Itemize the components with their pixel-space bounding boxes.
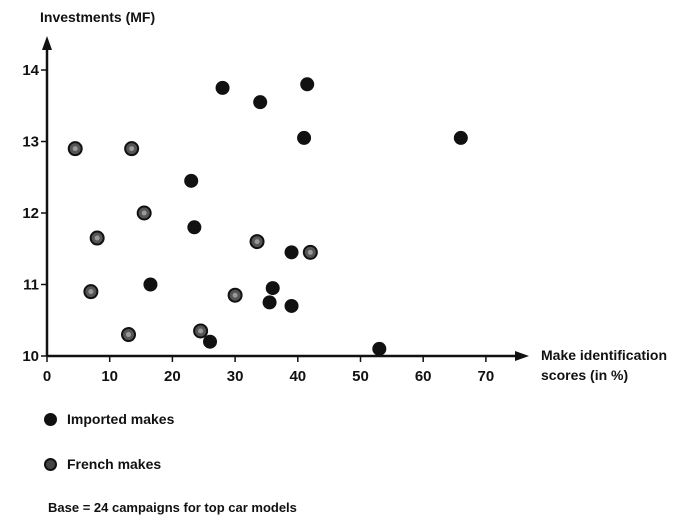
french-make-point [136, 205, 152, 221]
x-tick-label: 70 [478, 368, 495, 385]
legend-imported: Imported makes [44, 411, 174, 427]
y-axis-title: Investments (MF) [40, 9, 155, 25]
french-point-inner [72, 146, 78, 152]
french-point-inner [307, 249, 313, 255]
imported-make-point [284, 298, 299, 313]
imported-make-point [300, 77, 315, 92]
imported-make-point [284, 245, 299, 260]
legend-french-marker [44, 457, 57, 471]
imported-make-point [203, 334, 218, 349]
french-make-point [249, 234, 265, 250]
legend-imported-label: Imported makes [67, 411, 175, 427]
imported-make-point [453, 130, 468, 145]
imported-point-dot [253, 95, 268, 110]
imported-make-point [262, 295, 277, 310]
x-tick-label: 40 [289, 368, 306, 385]
french-make-point [302, 244, 318, 260]
imported-point-dot [372, 341, 387, 356]
data-points [67, 77, 468, 356]
imported-point-dot [187, 220, 202, 235]
french-make-point [193, 323, 209, 339]
french-point-inner [232, 292, 238, 298]
y-tick-label: 10 [22, 348, 39, 365]
x-axis-arrow [515, 351, 529, 361]
x-tick-label: 60 [415, 368, 432, 385]
x-tick-label: 0 [43, 368, 51, 385]
y-tick-label: 12 [22, 205, 39, 222]
french-make-point [83, 284, 99, 300]
imported-make-point [215, 80, 230, 95]
x-tick-label: 50 [352, 368, 369, 385]
imported-point-dot [184, 173, 199, 188]
imported-make-point [143, 277, 158, 292]
french-make-point [67, 141, 83, 157]
x-tick-label: 30 [227, 368, 244, 385]
french-point-inner [198, 328, 204, 334]
x-axis-title-line1: Make identification [541, 347, 667, 363]
legend-french-label: French makes [67, 456, 162, 472]
imported-point-dot [215, 80, 230, 95]
y-tick-label: 13 [22, 134, 39, 151]
french-make-point [124, 141, 140, 157]
french-point-inner [88, 289, 94, 295]
imported-point-dot [143, 277, 158, 292]
imported-point-dot [203, 334, 218, 349]
imported-make-point [297, 130, 312, 145]
legend-french: French makes [44, 456, 161, 472]
imported-point-dot [453, 130, 468, 145]
french-point-inner [94, 235, 100, 241]
french-make-point [227, 287, 243, 303]
french-point-inner [141, 210, 147, 216]
imported-make-point [265, 281, 280, 296]
imported-point-dot [265, 281, 280, 296]
x-axis-title-line2: scores (in %) [541, 367, 628, 383]
french-point-inner [126, 332, 132, 338]
french-make-point [121, 327, 137, 343]
x-tick-label: 20 [164, 368, 181, 385]
x-tick-label: 10 [101, 368, 118, 385]
imported-point-dot [300, 77, 315, 92]
imported-make-point [187, 220, 202, 235]
imported-point-dot [284, 298, 299, 313]
imported-point-dot [297, 130, 312, 145]
imported-make-point [184, 173, 199, 188]
imported-make-point [253, 95, 268, 110]
base-note: Base = 24 campaigns for top car models [48, 500, 297, 515]
french-point-inner [254, 239, 260, 245]
french-point-inner [129, 146, 135, 152]
y-axis-arrow [42, 36, 52, 50]
y-tick-label: 11 [23, 277, 39, 294]
imported-point-dot [284, 245, 299, 260]
french-make-point [89, 230, 105, 246]
imported-point-dot [262, 295, 277, 310]
y-tick-label: 14 [22, 62, 39, 79]
imported-make-point [372, 341, 387, 356]
legend-imported-marker [44, 412, 57, 426]
